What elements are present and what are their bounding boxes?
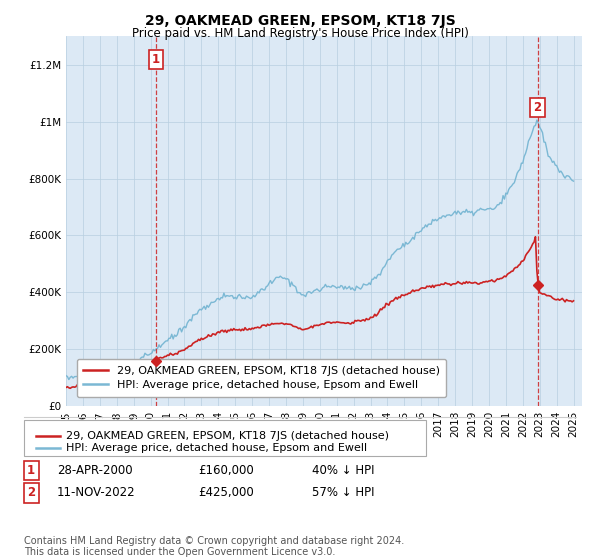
Text: 29, OAKMEAD GREEN, EPSOM, KT18 7JS: 29, OAKMEAD GREEN, EPSOM, KT18 7JS — [145, 14, 455, 28]
Text: 1: 1 — [27, 464, 35, 477]
Text: 28-APR-2000: 28-APR-2000 — [57, 464, 133, 477]
Text: 57% ↓ HPI: 57% ↓ HPI — [312, 486, 374, 500]
Text: Price paid vs. HM Land Registry's House Price Index (HPI): Price paid vs. HM Land Registry's House … — [131, 27, 469, 40]
Text: 2: 2 — [27, 486, 35, 500]
Text: Contains HM Land Registry data © Crown copyright and database right 2024.
This d: Contains HM Land Registry data © Crown c… — [24, 535, 404, 557]
Text: 11-NOV-2022: 11-NOV-2022 — [57, 486, 136, 500]
Text: 29, OAKMEAD GREEN, EPSOM, KT18 7JS (detached house): 29, OAKMEAD GREEN, EPSOM, KT18 7JS (deta… — [66, 431, 389, 441]
Legend: 29, OAKMEAD GREEN, EPSOM, KT18 7JS (detached house), HPI: Average price, detache: 29, OAKMEAD GREEN, EPSOM, KT18 7JS (deta… — [77, 359, 446, 396]
Text: £160,000: £160,000 — [198, 464, 254, 477]
Text: HPI: Average price, detached house, Epsom and Ewell: HPI: Average price, detached house, Epso… — [66, 443, 367, 453]
Text: 40% ↓ HPI: 40% ↓ HPI — [312, 464, 374, 477]
Text: £425,000: £425,000 — [198, 486, 254, 500]
Text: 1: 1 — [152, 53, 160, 66]
Text: 2: 2 — [533, 101, 542, 114]
